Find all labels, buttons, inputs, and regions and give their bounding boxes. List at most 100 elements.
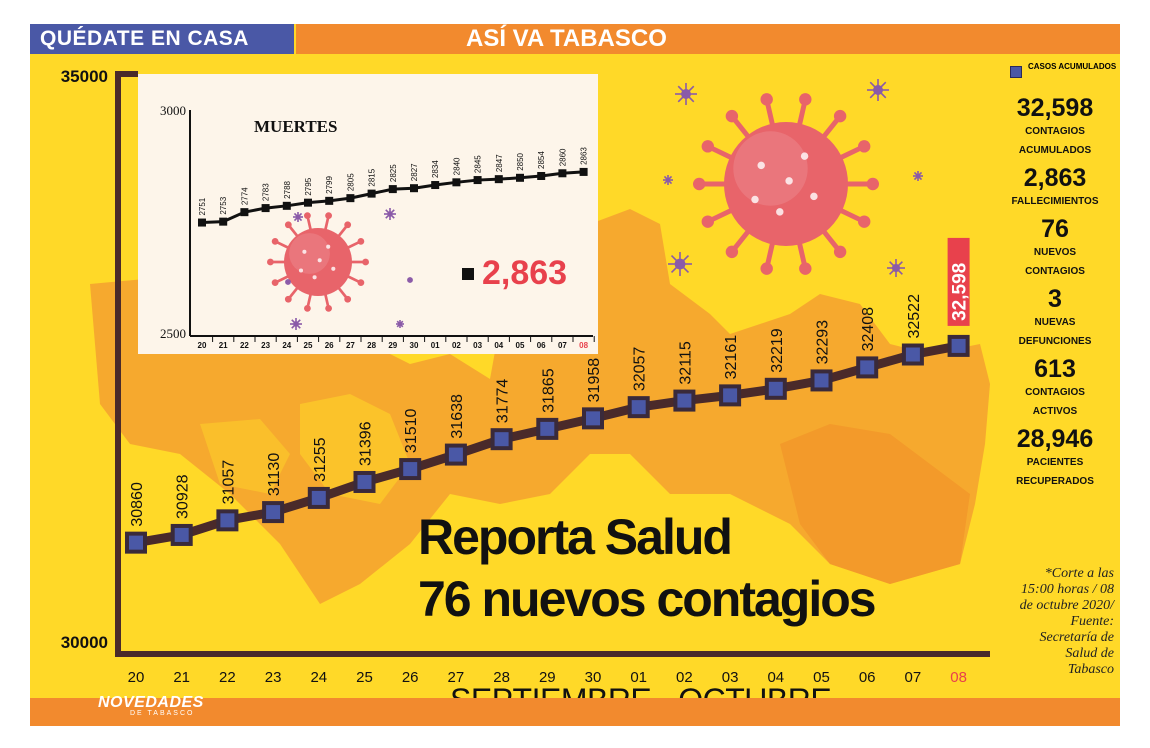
inset-data-point [516,173,524,182]
deaths-inset: MUERTES 3000 2500 20 21 22 23 24 25 26 27 28 29 30 01 0… [138,74,598,354]
data-point [540,421,555,436]
data-label: 30860 [129,482,146,527]
stat-value: 2,863 [1023,164,1087,192]
data-point [586,411,600,426]
headline: Reporta Salud 76 nuevos contagios [418,506,877,630]
inset-data-point [219,217,228,226]
stat-value: 613 [1034,355,1076,383]
small-virus-icon [675,83,697,105]
inset-data-label: 2825 [389,164,398,182]
x-tick-label: 02 [676,669,693,686]
inset-data-point [473,176,482,185]
y-tick-label: 35000 [61,67,108,86]
x-tick-label: 28 [493,669,510,686]
legend-marker-icon [1010,66,1022,78]
inset-x-tick-label: 29 [388,341,397,350]
inset-data-label: 2774 [240,187,249,205]
x-tick-label: 24 [310,669,327,686]
stat-label: NUEVOS [1033,247,1077,258]
x-tick-label: 05 [813,669,830,686]
inset-data-point [325,196,334,205]
small-virus-icon [407,277,413,283]
x-tick-label: 30 [585,669,602,686]
small-virus-icon [867,79,889,101]
y-tick-label: 30000 [61,633,108,652]
inset-data-point [282,201,291,210]
stat-label: RECUPERADOS [1016,476,1094,487]
stat-value: 28,946 [1016,425,1094,453]
data-label: 32115 [677,341,694,384]
data-point [905,347,920,362]
data-label: 30928 [175,474,192,519]
inset-data-point [388,185,397,194]
inset-data-label: 2827 [410,163,419,181]
data-label: 31130 [266,453,283,496]
data-label: 31057 [220,460,237,505]
x-tick-label: 03 [722,669,739,686]
stat-value: 32,598 [1016,94,1094,122]
inset-data-label: 2863 [580,147,589,165]
stat-label: ACTIVOS [1032,406,1078,417]
stat-label: CONTAGIOS [1025,266,1085,277]
inset-data-point [558,169,567,178]
data-label: 32057 [632,347,649,392]
data-label: 31774 [495,379,512,424]
inset-y-tick-label: 3000 [160,103,186,118]
virus-icon [693,93,879,275]
inset-x-tick-label: 08 [579,341,588,350]
stat-label: PACIENTES [1026,457,1084,468]
data-label: 32,598 [950,263,971,321]
inset-x-tick-label: 02 [452,341,461,350]
inset-data-label: 2847 [495,154,504,172]
x-tick-label: 07 [905,669,922,686]
x-tick-label: 29 [539,669,556,686]
inset-data-point [537,171,546,180]
inset-data-label: 2799 [325,176,334,194]
data-point [631,400,646,415]
infographic-frame: QUÉDATE EN CASA ASÍ VA TABASCO 35000 3000… [30,24,1120,726]
inset-x-tick-label: 03 [473,341,482,350]
data-label: 31255 [312,437,329,482]
inset-data-label: 2815 [368,168,377,186]
inset-data-point [579,167,588,176]
data-label: 32293 [815,320,832,365]
inset-data-point [494,175,503,184]
deaths-chart: MUERTES 3000 2500 20 21 22 23 24 25 26 27 28 29 30 01 0… [160,103,595,350]
highlight-label-bg [947,237,970,326]
inset-x-tick-label: 20 [198,341,207,350]
data-point [814,373,829,388]
inset-x-tick-label: 28 [367,341,376,350]
data-point [403,462,418,477]
x-tick-label: 26 [402,669,419,686]
headline-line2: 76 nuevos contagios [418,571,877,627]
x-tick-label: 22 [219,669,236,686]
inset-data-label: 2788 [283,180,292,198]
data-point [448,447,463,462]
data-label: 32161 [723,335,740,380]
inset-data-point [304,198,312,207]
data-label: 31865 [540,368,557,413]
inset-data-point [410,184,418,193]
legend: CASOS ACUMULADOS [990,60,1120,90]
data-point [677,393,692,408]
x-tick-label: 06 [859,669,876,686]
data-point [951,338,966,353]
stat-label: NUEVAS [1034,317,1076,328]
banner-title-text: ASÍ VA TABASCO [466,25,667,52]
stat-value: 3 [1048,285,1062,313]
inset-data-label: 2854 [537,151,546,169]
banner-title: ASÍ VA TABASCO [296,24,1120,54]
inset-data-label: 2753 [219,196,228,214]
inset-x-tick-label: 24 [282,341,291,350]
inset-x-tick-label: 21 [219,341,228,350]
data-point [860,360,875,375]
inset-data-point [431,181,440,190]
virus-icon [267,212,369,312]
inset-data-point [452,178,461,187]
x-tick-label: 21 [173,669,190,686]
inset-data-label: 2860 [558,148,567,166]
small-virus-icon [887,259,905,277]
data-point [723,388,738,403]
inset-x-tick-label: 05 [516,341,525,350]
banner-stay-home: QUÉDATE EN CASA [30,24,294,54]
